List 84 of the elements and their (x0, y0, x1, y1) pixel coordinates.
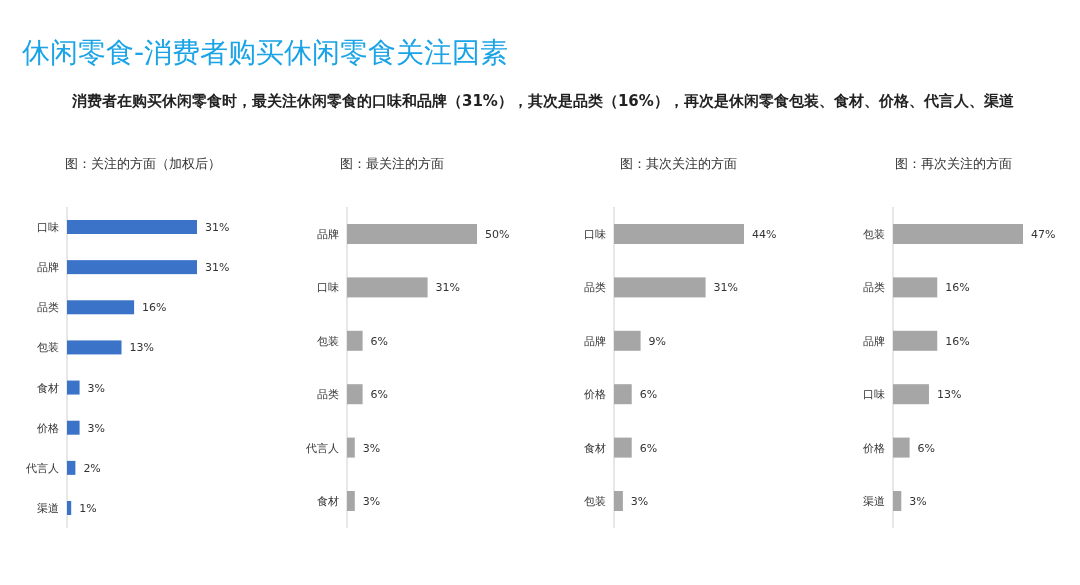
bar (893, 437, 910, 458)
bar (67, 260, 197, 275)
y-tick-label: 口味 (37, 221, 59, 234)
data-label: 13% (129, 341, 154, 355)
bar (893, 277, 938, 298)
y-tick-label: 包装 (37, 341, 59, 355)
data-label: 47% (1031, 228, 1056, 241)
data-label: 1% (79, 502, 97, 515)
y-tick-label: 品类 (863, 281, 885, 295)
data-label: 3% (87, 421, 106, 435)
y-tick-label: 品牌 (584, 334, 606, 348)
y-tick-label: 代言人 (25, 461, 59, 475)
data-label: 50% (485, 228, 510, 241)
y-tick-label: 包装 (317, 334, 339, 348)
data-label: 6% (370, 334, 389, 348)
data-label: 31% (435, 281, 461, 295)
y-tick-label: 价格 (862, 441, 885, 455)
bar (893, 491, 902, 511)
bar (893, 224, 1023, 244)
text: 休闲零食-消费者购买休闲零食关注因素 (22, 35, 509, 71)
bar (67, 380, 80, 395)
bar (893, 384, 929, 405)
data-label: 9% (648, 334, 667, 348)
data-label: 44% (752, 228, 777, 241)
bar (67, 420, 80, 435)
data-label: 16% (945, 334, 970, 348)
y-tick-label: 包装 (584, 495, 606, 508)
y-tick-label: 渠道 (37, 502, 59, 515)
chart-title: 图：再次关注的方面 (895, 156, 1012, 171)
data-label: 6% (639, 388, 658, 402)
y-tick-label: 食材 (584, 441, 606, 455)
bar (614, 224, 744, 244)
chart-title: 图：其次关注的方面 (620, 156, 737, 171)
chart-title: 图：最关注的方面 (340, 156, 444, 171)
data-label: 16% (142, 301, 167, 315)
data-label: 3% (362, 441, 381, 455)
y-tick-label: 口味 (584, 228, 606, 241)
y-tick-label: 食材 (317, 495, 339, 508)
y-tick-label: 品类 (37, 301, 59, 315)
y-tick-label: 品牌 (317, 228, 339, 241)
bar (347, 384, 363, 405)
y-tick-label: 口味 (863, 388, 885, 402)
data-label: 13% (936, 388, 962, 402)
y-tick-label: 代言人 (305, 441, 339, 455)
bar (67, 220, 197, 234)
data-label: 3% (909, 495, 927, 508)
chart-title: 图：关注的方面（加权后） (65, 156, 221, 171)
y-tick-label: 品类 (317, 388, 339, 402)
y-tick-label: 品牌 (863, 334, 885, 348)
y-tick-label: 品牌 (37, 261, 59, 275)
bar (347, 277, 428, 298)
data-label: 3% (362, 495, 381, 508)
bar (614, 330, 641, 351)
bar (347, 491, 355, 511)
bar (614, 491, 623, 511)
y-tick-label: 渠道 (863, 495, 885, 508)
bar (347, 330, 363, 351)
y-tick-label: 口味 (317, 281, 339, 295)
bar (614, 277, 706, 298)
bar (347, 224, 477, 244)
y-tick-label: 价格 (583, 388, 606, 402)
bar (67, 340, 122, 355)
y-tick-label: 品类 (584, 281, 606, 295)
data-label: 6% (917, 441, 936, 455)
data-label: 16% (945, 281, 970, 295)
bar (614, 384, 632, 405)
bar (67, 300, 135, 315)
bar (893, 330, 938, 351)
text: 消费者在购买休闲零食时，最关注休闲零食的口味和品牌（31%），其次是品类（16%），再次是休闲零食包装、食材、价格、代言人、渠道 (71, 92, 1015, 110)
y-tick-label: 价格 (36, 421, 59, 435)
data-label: 3% (630, 495, 649, 508)
bar (67, 460, 76, 475)
data-label: 3% (87, 381, 106, 395)
y-tick-label: 包装 (863, 228, 885, 241)
data-label: 31% (205, 221, 230, 234)
y-tick-label: 食材 (37, 381, 59, 395)
data-label: 31% (205, 261, 230, 275)
bar (67, 501, 72, 515)
data-label: 6% (370, 388, 389, 402)
data-label: 2% (83, 461, 101, 475)
bar (347, 437, 355, 458)
data-label: 31% (713, 281, 739, 295)
data-label: 6% (639, 441, 658, 455)
bar (614, 437, 632, 458)
